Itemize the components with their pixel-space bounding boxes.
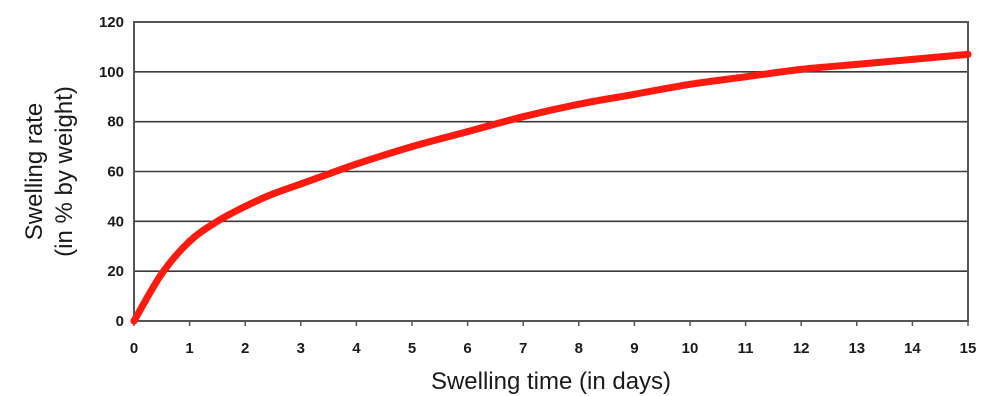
y-tick-label-120: 120 — [99, 14, 124, 31]
data-point-10 — [686, 80, 694, 88]
data-point-1.5 — [213, 217, 221, 225]
x-tick-label-14: 14 — [904, 340, 921, 357]
data-point-2.5 — [269, 190, 277, 198]
data-point-15 — [964, 50, 972, 58]
x-tick-label-0: 0 — [130, 340, 138, 357]
data-point-14 — [908, 55, 916, 63]
y-axis-title-line2: (in % by weight) — [51, 86, 78, 257]
y-axis-title-line1: Swelling rate — [21, 103, 48, 240]
data-point-8 — [575, 100, 583, 108]
data-point-1 — [186, 237, 194, 245]
plot-frame — [133, 21, 969, 322]
data-point-7 — [519, 113, 527, 121]
data-point-13 — [853, 60, 861, 68]
x-tick-label-2: 2 — [241, 340, 249, 357]
x-axis-ticks: 0 1 2 3 4 5 6 7 8 9 10 11 12 13 14 15 — [130, 321, 977, 357]
x-tick-label-4: 4 — [352, 340, 361, 357]
data-point-12 — [797, 65, 805, 73]
x-tick-label-9: 9 — [630, 340, 638, 357]
data-point-5 — [408, 143, 416, 151]
x-tick-label-8: 8 — [575, 340, 583, 357]
data-point-3.5 — [325, 170, 333, 178]
x-tick-label-3: 3 — [297, 340, 305, 357]
y-tick-label-80: 80 — [107, 114, 124, 131]
x-axis-title: Swelling time (in days) — [431, 368, 671, 395]
x-tick-label-11: 11 — [738, 340, 754, 357]
series-group — [130, 50, 972, 325]
x-tick-label-10: 10 — [682, 340, 699, 357]
x-tick-label-6: 6 — [463, 340, 471, 357]
y-tick-label-40: 40 — [107, 213, 124, 230]
y-axis-ticks: 0 20 40 60 80 100 120 — [99, 14, 124, 330]
x-tick-label-1: 1 — [185, 340, 193, 357]
data-point-4 — [352, 160, 360, 168]
y-tick-label-20: 20 — [107, 263, 124, 280]
data-point-0 — [130, 317, 138, 325]
x-tick-label-12: 12 — [793, 340, 810, 357]
data-point-9 — [630, 90, 638, 98]
x-tick-label-7: 7 — [519, 340, 527, 357]
x-tick-label-15: 15 — [960, 340, 977, 357]
data-point-0.5 — [158, 270, 166, 278]
data-point-6 — [464, 128, 472, 136]
y-tick-label-0: 0 — [116, 313, 124, 330]
data-point-2 — [241, 202, 249, 210]
y-tick-label-60: 60 — [107, 164, 124, 181]
x-tick-label-5: 5 — [408, 340, 416, 357]
x-tick-label-13: 13 — [848, 340, 865, 357]
data-point-11 — [742, 73, 750, 81]
y-tick-label-100: 100 — [99, 64, 124, 81]
data-point-3 — [297, 180, 305, 188]
